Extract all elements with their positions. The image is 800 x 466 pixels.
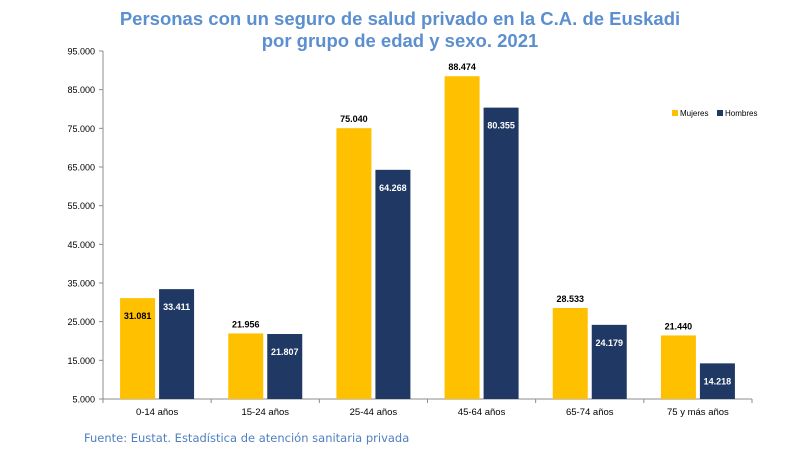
bar-mujeres (120, 298, 156, 399)
x-tick-label: 25-44 años (350, 407, 398, 418)
bar-mujeres (444, 76, 480, 400)
chart-title-line-1: Personas con un seguro de salud privado … (119, 8, 681, 29)
bar-mujeres (552, 308, 588, 399)
y-tick-label: 25.000 (67, 317, 95, 327)
data-label-mujeres: 88.474 (448, 62, 476, 72)
legend-label-mujeres: Mujeres (680, 109, 708, 118)
data-label-mujeres: 31.081 (124, 311, 152, 321)
y-tick-label: 45.000 (67, 240, 95, 250)
bar-hombres (375, 169, 411, 399)
data-label-mujeres: 28.533 (556, 294, 584, 304)
data-label-hombres: 64.268 (379, 183, 407, 193)
data-label-hombres: 14.218 (704, 376, 732, 386)
data-label-hombres: 80.355 (487, 121, 515, 131)
y-tick-label: 95.000 (67, 47, 95, 57)
data-label-hombres: 21.807 (271, 347, 299, 357)
y-tick-label: 55.000 (67, 201, 95, 211)
bar-hombres (267, 334, 303, 399)
x-tick-label: 75 y más años (667, 407, 729, 418)
source-note: Fuente: Eustat. Estadística de atención … (84, 431, 410, 445)
chart-title-line-2: por grupo de edad y sexo. 2021 (261, 30, 539, 51)
x-tick-label: 0-14 años (136, 407, 179, 418)
data-label-mujeres: 21.440 (665, 321, 693, 331)
y-tick-label: 75.000 (67, 124, 95, 134)
bar-hombres (699, 363, 735, 399)
bar-mujeres (228, 333, 264, 399)
legend-label-hombres: Hombres (725, 109, 757, 118)
y-tick-label: 5.000 (72, 395, 95, 405)
data-label-mujeres: 75.040 (340, 114, 368, 124)
x-tick-label: 65-74 años (566, 407, 614, 418)
chart-title: Personas con un seguro de salud privado … (0, 8, 800, 52)
bar-hombres (159, 289, 195, 399)
legend-swatch-mujeres (672, 110, 678, 116)
x-tick-label: 45-64 años (458, 407, 506, 418)
bar-mujeres (660, 335, 696, 399)
y-tick-label: 35.000 (67, 279, 95, 289)
y-tick-label: 15.000 (67, 356, 95, 366)
data-label-hombres: 33.411 (163, 302, 190, 312)
y-tick-label: 85.000 (67, 85, 95, 95)
data-label-hombres: 24.179 (595, 338, 623, 348)
y-tick-label: 65.000 (67, 163, 95, 173)
bar-hombres (483, 107, 519, 400)
legend-swatch-hombres (717, 110, 723, 116)
bar-hombres (591, 324, 627, 399)
data-label-mujeres: 21.956 (232, 319, 260, 329)
x-tick-label: 15-24 años (241, 407, 289, 418)
bar-mujeres (336, 128, 372, 400)
